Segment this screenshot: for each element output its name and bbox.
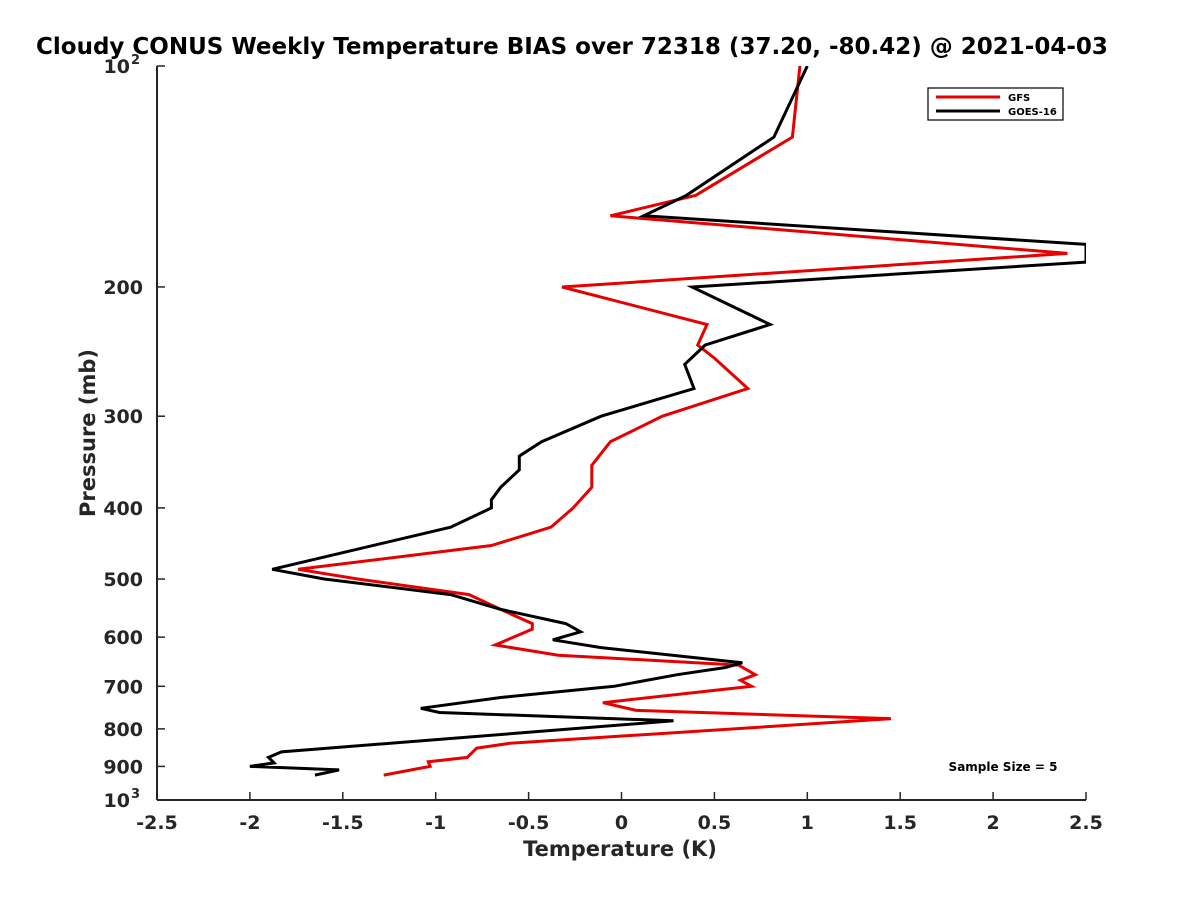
x-tick-label: 0.5 bbox=[698, 812, 732, 834]
series-line-goes-16 bbox=[249, 66, 1086, 777]
x-tick-label: 0 bbox=[615, 812, 628, 834]
y-tick-label-base: 10 bbox=[104, 790, 130, 812]
x-tick-label: 1 bbox=[801, 812, 814, 834]
sample-size-annotation: Sample Size = 5 bbox=[949, 760, 1058, 774]
y-tick-label: 600 bbox=[103, 627, 143, 649]
x-axis-label: Temperature (K) bbox=[523, 837, 717, 861]
x-tick-label: -2.5 bbox=[136, 812, 178, 834]
y-tick-label-base: 10 bbox=[104, 56, 130, 78]
x-tick-label: 1.5 bbox=[883, 812, 917, 834]
legend-box bbox=[927, 87, 1064, 121]
chart-title: Cloudy CONUS Weekly Temperature BIAS ove… bbox=[36, 34, 1108, 60]
y-tick-label: 400 bbox=[103, 498, 143, 520]
plot-area bbox=[157, 66, 1086, 800]
x-tick-label: -2 bbox=[239, 812, 260, 834]
y-tick-label: 700 bbox=[103, 676, 143, 698]
series-line-gfs bbox=[297, 66, 1068, 777]
y-axis-label: Pressure (mb) bbox=[76, 349, 100, 517]
y-tick-label: 900 bbox=[103, 756, 143, 778]
y-tick-label: 200 bbox=[103, 277, 143, 299]
x-tick-label: -0.5 bbox=[508, 812, 550, 834]
legend-label: GOES-16 bbox=[1008, 107, 1057, 118]
x-tick-label: -1.5 bbox=[322, 812, 364, 834]
legend: GFS GOES-16 bbox=[927, 87, 1064, 121]
y-tick-label: 300 bbox=[103, 406, 143, 428]
x-tick-label: -1 bbox=[425, 812, 446, 834]
y-tick-label-exponent: 3 bbox=[131, 787, 140, 802]
y-tick-label-exponent: 2 bbox=[131, 53, 140, 68]
y-tick-label: 500 bbox=[103, 569, 143, 591]
x-tick-label: 2 bbox=[986, 812, 999, 834]
x-tick-label: 2.5 bbox=[1069, 812, 1103, 834]
legend-label: GFS bbox=[1008, 93, 1030, 104]
y-tick-label: 800 bbox=[103, 719, 143, 741]
